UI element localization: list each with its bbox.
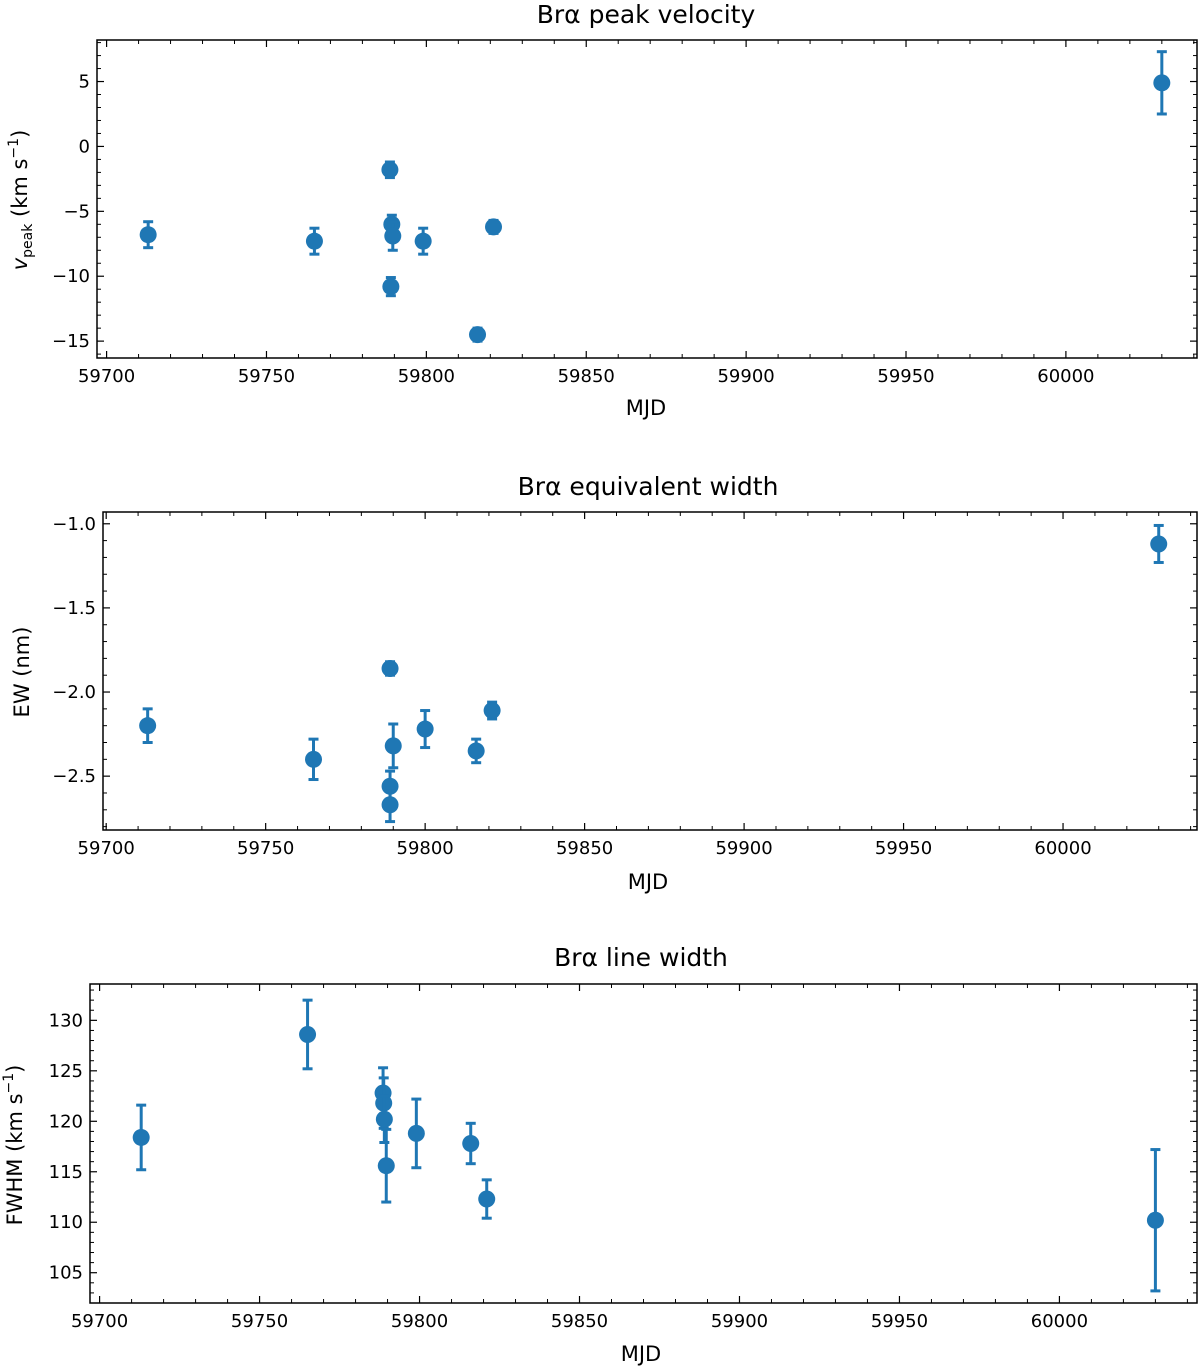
x-tick-label: 60000 — [1037, 366, 1094, 387]
data-point — [382, 278, 400, 296]
data-point — [1146, 1211, 1164, 1229]
data-point — [1150, 535, 1168, 553]
data-point — [478, 1190, 496, 1208]
ticks: 59700 59750 59800 59850 59900 59950 60000 −15 −1… — [52, 40, 1197, 387]
data-point — [139, 717, 157, 735]
x-tick-label: 59900 — [715, 838, 772, 859]
x-tick-label: 59900 — [711, 1311, 768, 1332]
panel-equivalent-width: Brα equivalent width MJD EW (nm) 59700 59… — [10, 472, 1198, 894]
y-tick-label: −15 — [52, 331, 90, 352]
y-tick-label: −2.0 — [52, 682, 96, 703]
data-point — [414, 232, 432, 250]
x-tick-label: 59800 — [391, 1311, 448, 1332]
x-tick-label: 59800 — [397, 838, 454, 859]
data-point — [381, 777, 399, 795]
panel-title: Brα peak velocity — [537, 0, 756, 29]
data-point — [381, 659, 399, 677]
y-tick-label: −1.5 — [52, 598, 96, 619]
y-tick-label: 115 — [49, 1162, 83, 1183]
y-tick-label: 105 — [49, 1263, 83, 1284]
data-point — [384, 227, 402, 245]
data-point — [377, 1157, 395, 1175]
ticks: 59700 59750 59800 59850 59900 59950 60000 −2.5 −… — [52, 512, 1197, 859]
x-tick-label: 59750 — [238, 366, 295, 387]
y-tick-label: −10 — [52, 266, 90, 287]
y-axis-label: FWHM (km s−1) — [1, 1065, 27, 1226]
x-tick-label: 59950 — [877, 366, 934, 387]
y-axis-label: EW (nm) — [10, 627, 34, 718]
x-axis-label: MJD — [628, 870, 668, 894]
data-point — [1153, 74, 1171, 92]
x-tick-label: 60000 — [1031, 1311, 1088, 1332]
x-tick-label: 59850 — [558, 366, 615, 387]
data-point — [381, 796, 399, 814]
data-point — [469, 326, 487, 344]
x-tick-label: 59750 — [231, 1311, 288, 1332]
data-point — [384, 737, 402, 755]
x-axis-label: MJD — [621, 1342, 661, 1366]
data-point — [375, 1110, 393, 1128]
x-axis-label: MJD — [626, 396, 666, 420]
data-point — [305, 750, 323, 768]
plot-frame — [102, 511, 1198, 831]
data-point — [299, 1025, 317, 1043]
y-tick-label: 120 — [49, 1111, 83, 1132]
y-tick-label: −2.5 — [52, 766, 96, 787]
y-tick-label: 130 — [49, 1010, 83, 1031]
x-tick-label: 59850 — [551, 1311, 608, 1332]
y-tick-label: 125 — [49, 1061, 83, 1082]
data-point — [483, 702, 501, 720]
data-point — [381, 161, 399, 179]
y-tick-label: 5 — [79, 72, 90, 93]
y-tick-label: 0 — [79, 136, 90, 157]
data-point — [305, 232, 323, 250]
x-tick-label: 59750 — [237, 838, 294, 859]
ticks: 59700 59750 59800 59850 59900 59950 60000 105 11… — [49, 984, 1197, 1332]
y-axis-label: vpeak (km s−1) — [6, 130, 36, 271]
y-tick-label: −1.0 — [52, 514, 96, 535]
panel-title: Brα line width — [554, 943, 728, 972]
panel-peak-velocity: Brα peak velocity MJD vpeak (km s−1) 597… — [6, 0, 1198, 420]
panel-title: Brα equivalent width — [518, 472, 779, 501]
y-tick-label: 110 — [49, 1212, 83, 1233]
plot-frame — [96, 39, 1198, 359]
y-tick-label: −5 — [63, 201, 90, 222]
data-point — [485, 218, 503, 236]
x-tick-label: 59950 — [871, 1311, 928, 1332]
data-point — [132, 1128, 150, 1146]
data-marks — [132, 998, 1164, 1293]
data-point — [407, 1124, 425, 1142]
x-tick-label: 59700 — [78, 366, 135, 387]
x-tick-label: 59700 — [78, 838, 135, 859]
data-point — [416, 720, 434, 738]
plot-frame — [89, 983, 1198, 1304]
x-tick-label: 60000 — [1034, 838, 1091, 859]
data-point — [462, 1135, 480, 1152]
data-point — [139, 226, 157, 244]
x-tick-label: 59700 — [71, 1311, 128, 1332]
x-tick-label: 59950 — [875, 838, 932, 859]
x-tick-label: 59800 — [398, 366, 455, 387]
x-tick-label: 59850 — [556, 838, 613, 859]
panel-line-width: Brα line width MJD FWHM (km s−1) 59700 59… — [1, 943, 1198, 1366]
x-tick-label: 59900 — [717, 366, 774, 387]
data-point — [467, 742, 485, 760]
data-marks — [139, 50, 1171, 344]
data-marks — [139, 523, 1168, 824]
